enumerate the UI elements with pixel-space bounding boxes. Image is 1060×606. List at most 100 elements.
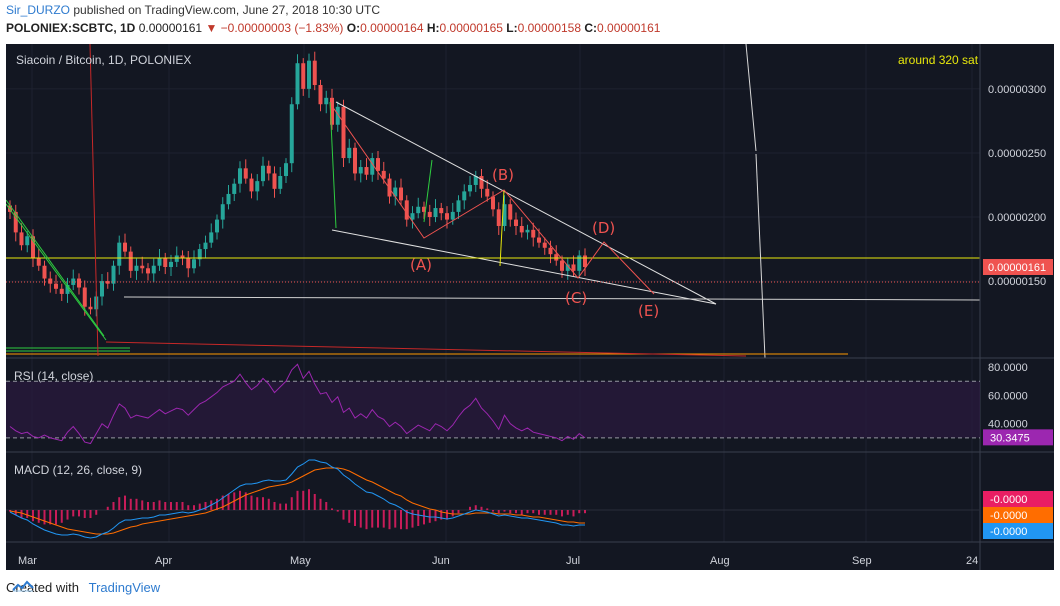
candle-body [537,237,541,243]
candle-body [163,258,168,268]
rsi-panel: RSI (14, close) 80.0000 60.0000 40.000030.3… [6,362,1053,446]
candle-body [65,284,70,294]
tradingview-link[interactable]: TradingView [88,580,161,595]
published-text: published on TradingView.com, June 27, 2… [73,3,381,17]
candle-body [19,232,24,246]
candle-body [77,278,81,288]
candle-body [450,211,455,220]
candle-body [399,187,403,201]
candle-body [410,213,415,220]
candle-body [427,211,432,218]
candle-body [502,204,507,226]
publish-info: Sir_DURZO published on TradingView.com, … [6,3,380,17]
price-tick-label: 0.00000250 [988,148,1046,160]
chart-area[interactable]: (A) (B) (C) (D) (E) Siacoin / Bitcoin, 1… [6,44,1054,570]
candle-body [111,265,116,284]
time-tick-label: Aug [710,555,730,567]
macd-value-tag [983,491,1053,507]
candle-body [146,268,150,274]
red-diagonal-base[interactable] [105,341,747,357]
candle-body [577,255,582,271]
chart-labels: Siacoin / Bitcoin, 1D, POLONIEX around 3… [16,53,979,67]
candle-body [473,176,478,185]
candle-body [307,60,311,89]
vertical-line-upper[interactable] [745,44,757,152]
candle-body [284,163,288,177]
candle-body [278,176,283,189]
candle-body [272,173,277,189]
author-link[interactable]: Sir_DURZO [6,3,71,17]
candle-body [485,188,490,197]
candle-body [42,265,47,279]
candle-body [266,165,271,174]
candle-body [203,242,208,250]
candle-body [318,85,323,105]
candle-body [370,158,375,175]
candle-body [565,264,570,271]
last-price: 0.00000161 [138,21,203,35]
green-leg-1[interactable] [329,101,337,229]
macd-panel: MACD (12, 26, close, 9) -0.0000 -0.0000 -0.… [6,459,1053,539]
candle-body [197,249,202,260]
candle-body [387,178,392,197]
wave-label-a: (A) [410,256,432,274]
candle-body [358,167,363,174]
last-price-tag-label: 0.00000161 [988,262,1046,274]
candle-body [548,247,553,255]
vertical-line-lower[interactable] [755,153,766,359]
candle-body [312,60,317,86]
high-value: 0.00000165 [439,21,503,35]
candle-body [422,206,426,212]
candle-body [134,265,139,271]
candle-body [71,278,76,285]
close-value: 0.00000161 [597,21,661,35]
candle-body [226,193,231,205]
elliott-wave-path[interactable] [331,105,655,295]
candle-body [169,261,173,268]
symbol-label: POLONIEX:SCBTC, 1D [6,21,136,35]
candle-body [542,242,547,248]
upper-trendline[interactable] [335,101,717,305]
high-label: H: [426,21,440,35]
lower-trendline[interactable] [331,229,717,305]
macd-label: MACD (12, 26, close, 9) [14,463,142,477]
green-trend-down-2[interactable] [6,203,107,341]
wave-label-b: (B) [492,166,514,184]
candle-body [151,265,156,274]
low-value: 0.00000158 [517,21,582,35]
drawing-overlay: (A) (B) (C) (D) (E) [6,44,981,359]
yellow-leg[interactable] [499,189,505,267]
candle-body [36,258,41,266]
candle-body [174,255,179,262]
price-tick-label: 0.00000150 [988,276,1046,288]
green-trend-down[interactable] [6,199,105,337]
candle-body [571,264,576,271]
candle-body [54,283,58,289]
price-chart-svg[interactable]: (A) (B) (C) (D) (E) Siacoin / Bitcoin, 1… [6,44,1054,570]
green-leg-2[interactable] [423,159,433,223]
candle-body [531,229,536,238]
rsi-tick-label: 60.0000 [988,390,1028,402]
candle-body [393,187,398,197]
time-tick-label: 24 [966,555,978,567]
candle-body [364,167,369,175]
rsi-current-label: 30.3475 [990,432,1030,444]
rsi-tick-label: 80.0000 [988,362,1028,374]
rsi-current-tag [983,429,1053,446]
support-line[interactable] [123,296,981,301]
macd-line [9,459,585,539]
macd-value-label: -0.0000 [990,494,1027,506]
candle-body [468,184,472,192]
red-vertical-line[interactable] [89,44,99,357]
candle-body [117,242,122,266]
candle-body [324,97,329,105]
candle-body [583,255,587,268]
candle-body [59,288,64,294]
candle-body [25,236,30,246]
candle-body [215,219,219,233]
candle-body [238,168,242,184]
candle-body [439,208,444,214]
candle-body [243,168,248,179]
rsi-tick-label: 40.0000 [988,419,1028,431]
candle-body [330,97,334,125]
